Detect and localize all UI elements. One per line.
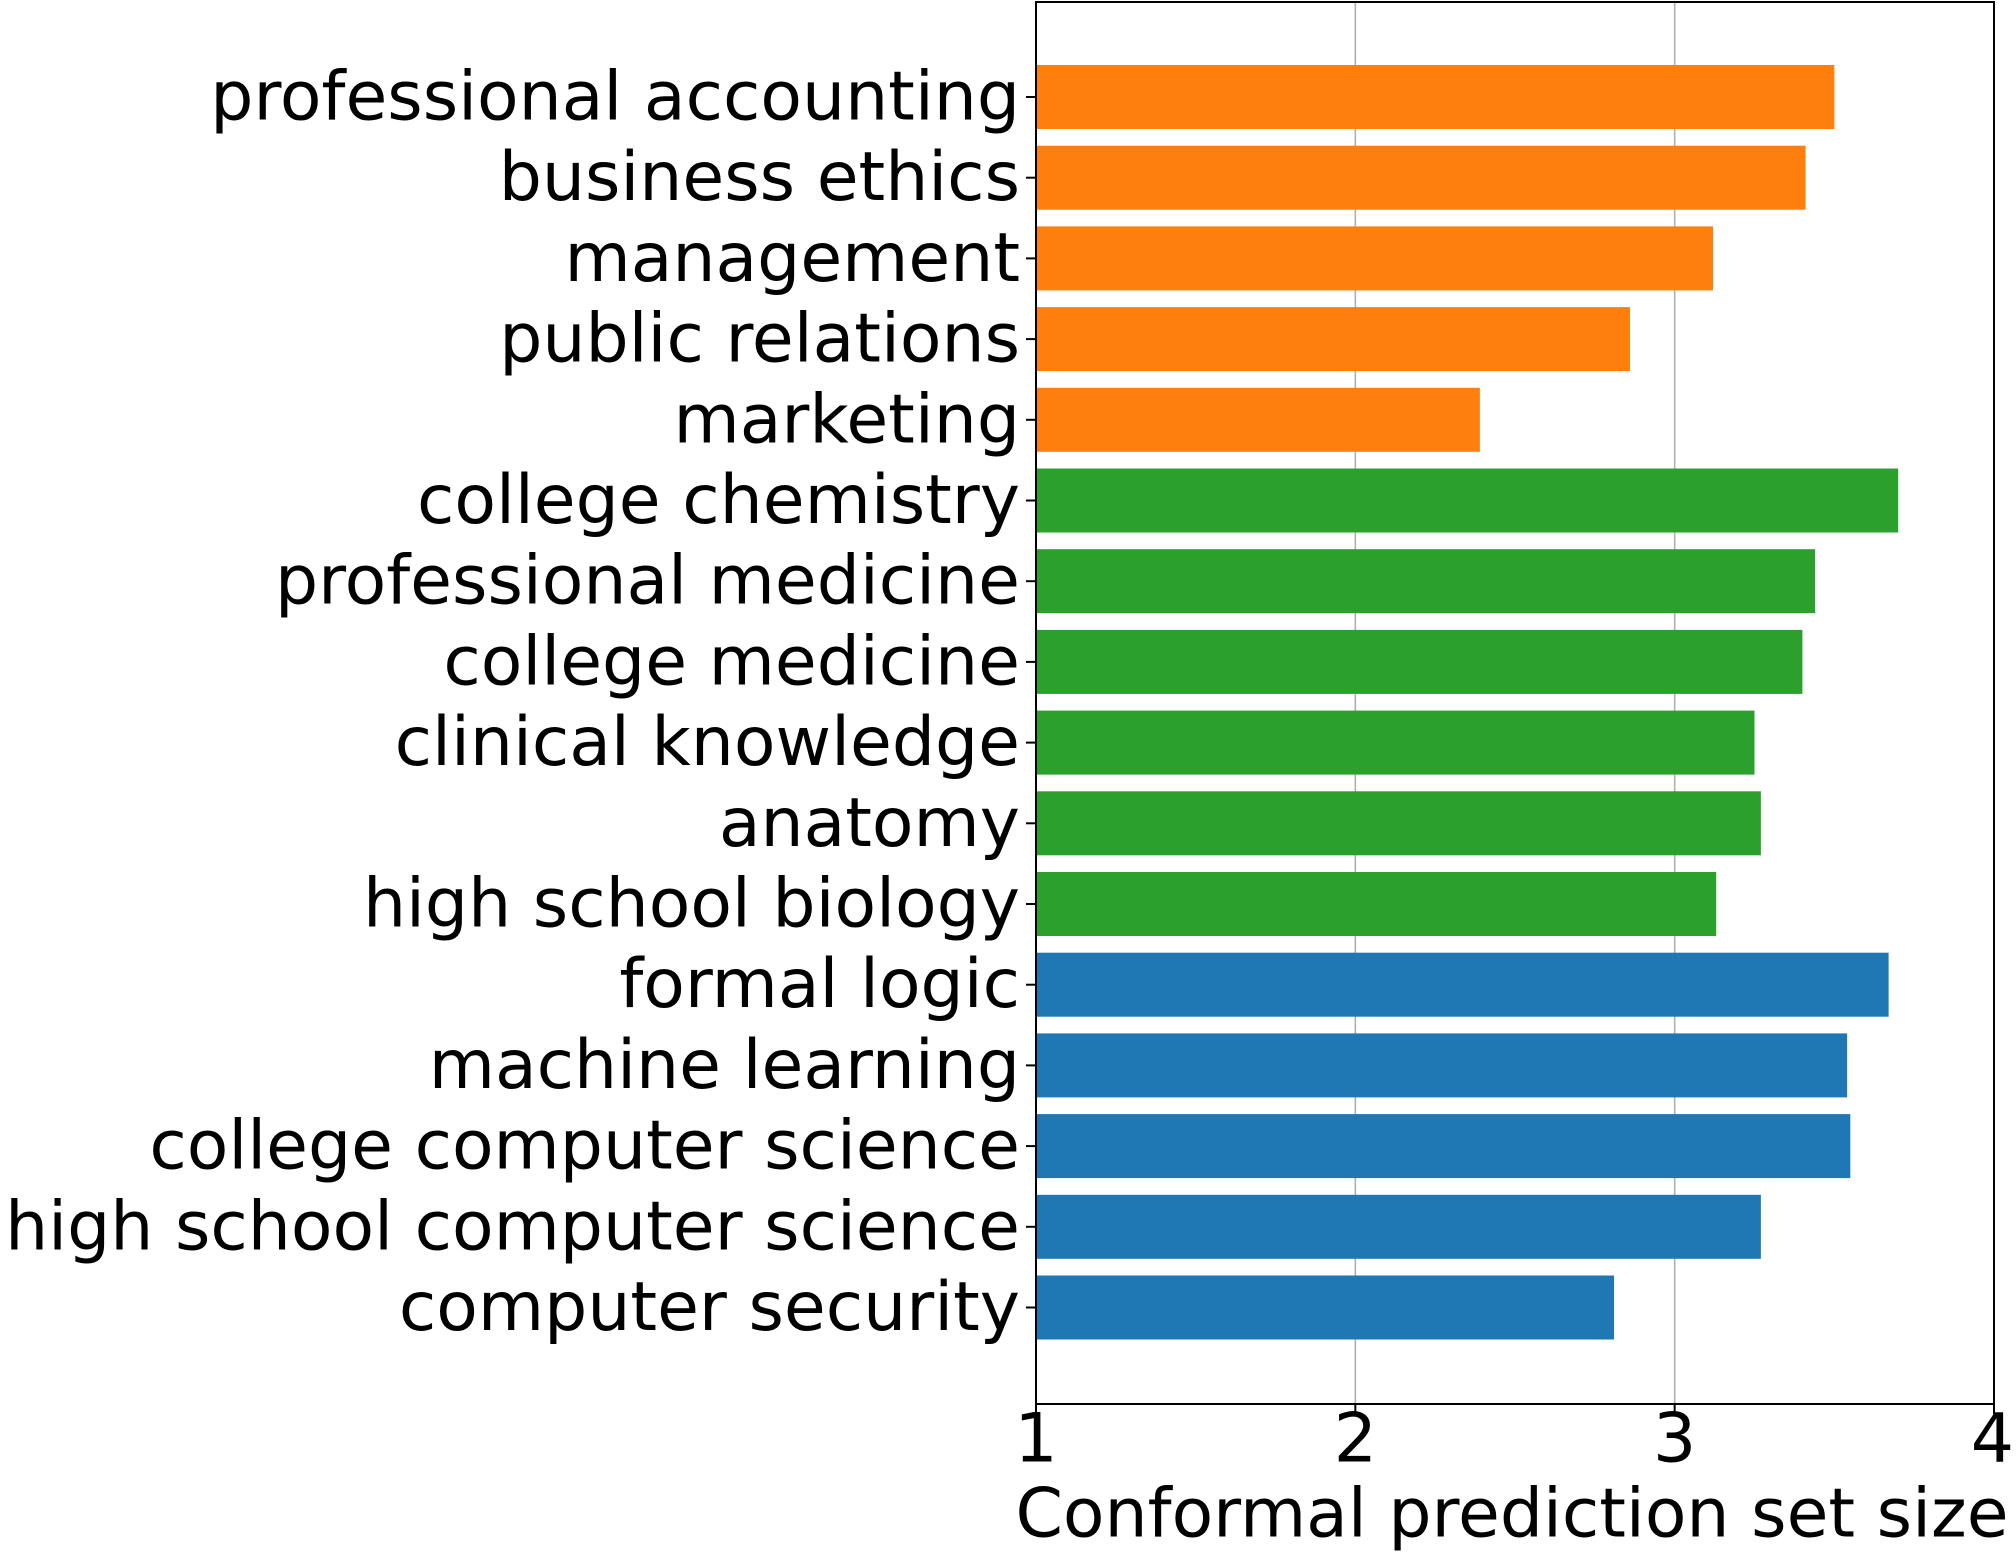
grid-lines	[1354, 2, 1676, 1404]
bar-high-school-computer-science	[1036, 1194, 1761, 1259]
y-tick-label: high school computer science	[5, 1187, 1020, 1266]
x-tick-label: 1	[1014, 1400, 1057, 1479]
y-tick-label: formal logic	[619, 945, 1020, 1024]
bar-anatomy	[1036, 791, 1761, 856]
bars	[1036, 65, 1899, 1340]
bar-college-medicine	[1036, 629, 1803, 694]
y-tick-label: business ethics	[499, 138, 1020, 217]
x-axis-label: Conformal prediction set size	[1015, 1475, 2008, 1554]
bar-machine-learning	[1036, 1033, 1848, 1098]
y-tick-label: high school biology	[363, 865, 1020, 944]
bar-management	[1036, 226, 1713, 291]
x-tick-label: 4	[1971, 1400, 2014, 1479]
y-tick-label: management	[564, 219, 1020, 298]
bar-high-school-biology	[1036, 872, 1717, 936]
y-tick-label: college chemistry	[417, 461, 1020, 540]
x-tick-label: 3	[1653, 1400, 1696, 1479]
bar-professional-medicine	[1036, 549, 1816, 614]
bar-business-ethics	[1036, 145, 1806, 210]
y-tick-label: computer security	[399, 1268, 1020, 1347]
y-tick-label: professional accounting	[210, 58, 1020, 137]
y-tick-label: college medicine	[443, 622, 1020, 701]
y-tick-label: anatomy	[719, 784, 1020, 863]
bar-computer-security	[1036, 1275, 1614, 1340]
y-tick-label: machine learning	[429, 1026, 1020, 1105]
x-tick-label: 2	[1334, 1400, 1377, 1479]
plot-frame	[1035, 1, 1995, 1405]
bar-college-chemistry	[1036, 468, 1899, 533]
bar-professional-accounting	[1036, 65, 1835, 129]
bar-formal-logic	[1036, 952, 1889, 1017]
x-axis-ticks: 1 2 3 4	[1014, 1400, 2014, 1479]
bar-clinical-knowledge	[1036, 710, 1755, 775]
y-tick-label: marketing	[674, 380, 1020, 459]
bar-marketing	[1036, 387, 1480, 452]
y-tick-label: college computer science	[149, 1107, 1020, 1186]
y-tick-label: professional medicine	[275, 542, 1020, 621]
y-tick-label: public relations	[499, 300, 1020, 379]
bar-public-relations	[1036, 307, 1630, 372]
y-tick-label: clinical knowledge	[395, 703, 1020, 782]
bar-college-computer-science	[1036, 1114, 1851, 1179]
